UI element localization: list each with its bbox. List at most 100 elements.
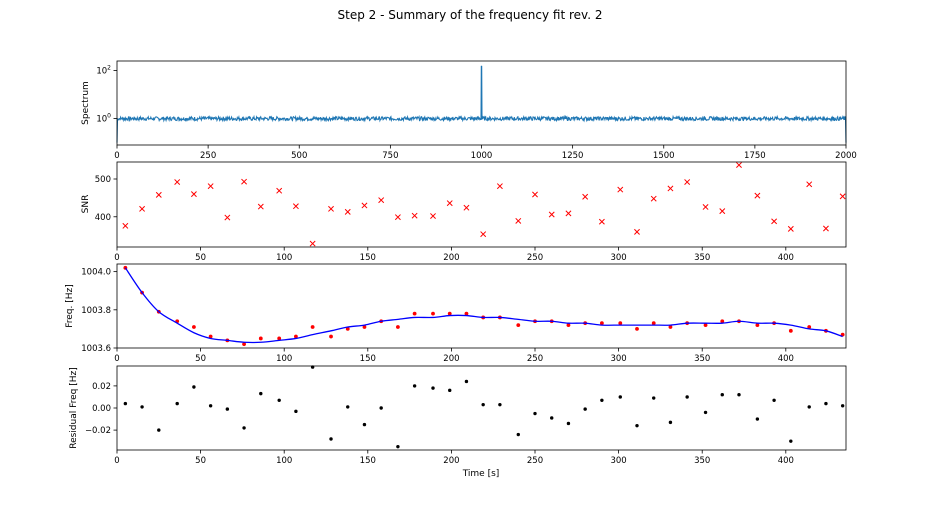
residual-point <box>175 401 179 406</box>
residual-ylabel: Residual Freq [Hz] <box>69 367 79 449</box>
spectrum-panel: 0 250 500 750 1000 1250 1500 1750 2000 102 100 Sp… <box>81 60 857 161</box>
snr-xtick-label: 50 <box>195 253 206 263</box>
residual-point <box>431 386 435 390</box>
snr-y-ticks: 400 500 <box>95 175 117 223</box>
residual-point <box>123 401 128 406</box>
snr-point <box>122 222 129 229</box>
freq-point <box>635 327 639 331</box>
residual-x-ticks: 0 50 100 150 200 250 300 350 400 <box>114 450 794 466</box>
residual-point <box>772 398 776 402</box>
snr-point <box>224 214 231 221</box>
spectrum-xtick-label: 0 <box>114 151 119 161</box>
freq-point <box>431 311 435 316</box>
residual-ytick-label: −0.02 <box>85 426 111 436</box>
freq-point <box>192 325 196 329</box>
snr-point <box>190 191 197 198</box>
freq-xtick-label: 0 <box>114 354 119 364</box>
freq-xtick-label: 350 <box>694 354 710 364</box>
snr-plot-area <box>122 162 846 247</box>
residual-point <box>789 439 793 443</box>
spectrum-xtick-label: 250 <box>200 151 216 161</box>
snr-point <box>822 225 829 232</box>
snr-point <box>515 217 522 224</box>
residual-panel: 0 50 100 150 200 250 300 350 400 −0.02 0.00 0.02 R… <box>69 365 847 479</box>
freq-point <box>447 311 452 316</box>
snr-point <box>650 195 657 202</box>
snr-frame <box>116 161 847 248</box>
residual-point <box>464 379 469 384</box>
snr-x-ticks: 0 50 100 150 200 250 300 350 400 <box>114 247 794 263</box>
snr-xtick-label: 200 <box>443 253 459 263</box>
residual-point <box>225 407 230 411</box>
snr-point <box>617 186 624 193</box>
snr-ylabel: SNR <box>81 195 91 214</box>
residual-point <box>755 417 760 421</box>
snr-point <box>257 203 264 210</box>
spectrum-ytick-label: 102 <box>96 65 111 77</box>
snr-point <box>241 178 248 185</box>
residual-point <box>157 428 161 432</box>
spectrum-xtick-label: 750 <box>382 151 398 161</box>
spectrum-plot-area <box>116 65 847 143</box>
snr-point <box>361 202 368 209</box>
snr-point <box>430 213 436 219</box>
residual-point <box>824 401 828 406</box>
snr-point <box>411 212 418 219</box>
snr-point <box>378 197 385 204</box>
snr-point <box>702 204 709 210</box>
snr-point <box>565 210 572 217</box>
residual-point <box>840 404 845 408</box>
snr-xtick-label: 300 <box>610 253 626 263</box>
residual-point <box>242 426 246 430</box>
freq-point <box>703 323 708 327</box>
freq-point <box>788 328 793 333</box>
residual-point <box>346 405 350 409</box>
freq-point <box>412 311 417 316</box>
residual-point <box>192 385 196 389</box>
freq-point <box>807 325 812 329</box>
freq-point <box>720 319 725 324</box>
residual-point <box>498 402 502 407</box>
snr-point <box>667 185 674 192</box>
residual-point <box>379 406 383 410</box>
snr-point <box>719 208 726 215</box>
snr-ytick-label: 400 <box>95 213 111 223</box>
residual-point <box>566 421 571 426</box>
residual-point <box>277 398 281 402</box>
residual-point <box>533 411 537 416</box>
freq-point <box>755 323 760 327</box>
spectrum-xtick-label: 1500 <box>653 151 675 161</box>
freq-ytick-label: 1004.0 <box>81 268 111 278</box>
residual-xlabel: Time [s] <box>462 469 500 479</box>
snr-point <box>496 183 503 190</box>
freq-xtick-label: 250 <box>527 354 543 364</box>
freq-point <box>599 321 604 326</box>
snr-point <box>787 225 794 232</box>
spectrum-ytick-label: 100 <box>96 113 111 125</box>
freq-point <box>258 336 263 341</box>
snr-panel: 0 50 100 150 200 250 300 350 400 400 500 SNR <box>81 161 847 263</box>
residual-xtick-label: 250 <box>527 456 543 466</box>
snr-point <box>394 214 401 221</box>
snr-point <box>634 228 640 235</box>
freq-point <box>464 311 469 316</box>
spectrum-y-ticks: 102 100 <box>96 65 117 125</box>
residual-point <box>583 407 587 411</box>
residual-xtick-label: 150 <box>360 456 376 466</box>
residual-ytick-label: 0.00 <box>92 404 111 414</box>
freq-point <box>310 325 315 329</box>
freq-point <box>668 325 673 329</box>
residual-point <box>600 398 604 402</box>
freq-point <box>618 321 623 326</box>
freq-fit-line <box>124 267 843 344</box>
residual-xtick-label: 200 <box>443 456 459 466</box>
residual-xtick-label: 400 <box>778 456 794 466</box>
snr-point <box>344 208 351 215</box>
freq-frame <box>116 263 847 349</box>
snr-point <box>754 192 761 199</box>
spectrum-ylabel: Spectrum <box>81 81 91 125</box>
snr-point <box>174 179 181 185</box>
figure-title: Step 2 - Summary of the frequency fit re… <box>338 8 603 22</box>
